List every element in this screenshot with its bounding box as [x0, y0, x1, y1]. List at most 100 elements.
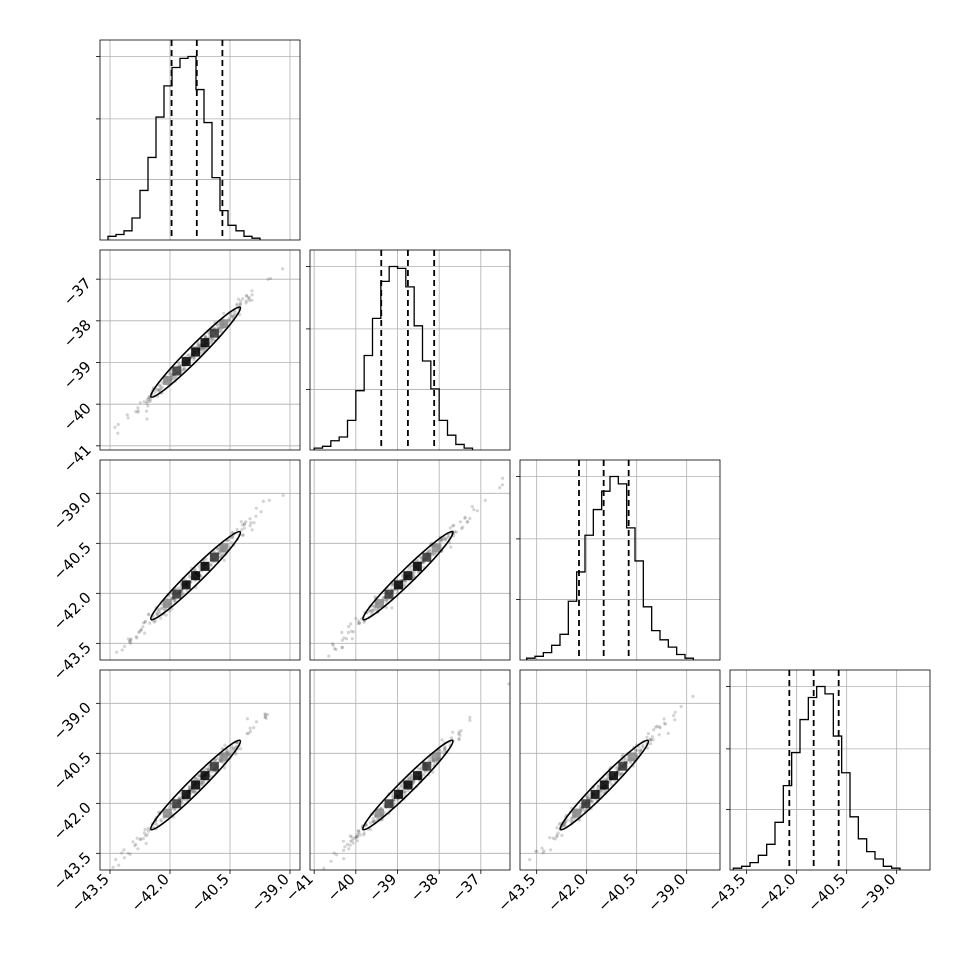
sample-point [173, 598, 177, 602]
sample-point [362, 620, 366, 624]
sample-point [381, 596, 385, 600]
sample-point [199, 575, 203, 579]
sample-point [638, 749, 642, 753]
sample-point [357, 831, 361, 835]
sample-point [372, 604, 376, 608]
density-cell [581, 799, 591, 809]
sample-point [428, 549, 432, 553]
sample-point [232, 310, 236, 314]
sample-point [342, 857, 346, 861]
sample-point [146, 404, 150, 408]
sample-point [587, 796, 591, 800]
sample-point [203, 335, 207, 339]
sample-point [200, 780, 204, 785]
sample-point [134, 842, 138, 846]
sample-point [156, 387, 160, 391]
sample-point [375, 817, 380, 821]
sample-point [158, 387, 162, 392]
sample-point [426, 550, 430, 554]
x-tick-label: −40.5 [188, 870, 233, 915]
sample-point [143, 619, 147, 623]
sample-point [136, 409, 140, 413]
sample-point [186, 353, 190, 358]
sample-point [187, 787, 192, 791]
sample-point [116, 431, 120, 435]
sample-point [207, 768, 211, 772]
contour-line [362, 739, 454, 831]
sample-point [463, 516, 467, 520]
sample-point [457, 737, 461, 741]
sample-point [470, 504, 474, 509]
sample-point [158, 608, 162, 612]
sample-point [373, 819, 377, 823]
scatter-panel-4 [99, 669, 301, 871]
sample-point [194, 776, 198, 781]
sample-point [540, 846, 544, 850]
sample-point [145, 833, 149, 837]
sample-point [498, 486, 502, 490]
sample-point [159, 386, 163, 391]
sample-point [129, 638, 133, 642]
sample-point [440, 539, 444, 543]
sample-point [138, 629, 142, 634]
sample-point [252, 726, 256, 730]
sample-point [605, 777, 610, 781]
sample-point [542, 849, 546, 853]
sample-point [390, 795, 394, 799]
histogram-bars [732, 685, 901, 870]
sample-point [623, 756, 627, 761]
sample-point [673, 710, 677, 714]
sample-point [263, 713, 268, 717]
y-tick-label: −40 [60, 399, 95, 434]
sample-point [230, 535, 234, 539]
sample-point [373, 595, 377, 599]
y-tick-label: −43.5 [50, 638, 95, 683]
sample-point [409, 776, 413, 780]
sample-point [210, 770, 214, 774]
sample-point [230, 315, 234, 319]
sample-point [134, 410, 138, 414]
sample-point [244, 301, 248, 305]
density-cell [200, 338, 210, 348]
sample-point [342, 848, 346, 853]
sample-point [507, 682, 510, 686]
sample-point [216, 756, 220, 761]
sample-point [225, 749, 229, 753]
panel-content [100, 460, 300, 660]
panel-content [100, 670, 300, 870]
sample-point [145, 417, 149, 421]
sample-point [351, 841, 355, 845]
panel-content [520, 670, 720, 870]
sample-point [216, 326, 220, 330]
sample-point [144, 401, 148, 405]
sample-point [254, 720, 259, 724]
sample-point [244, 299, 248, 303]
sample-point [439, 538, 444, 542]
sample-point [192, 790, 196, 794]
sample-point [451, 524, 455, 528]
sample-point [233, 313, 237, 317]
x-axis-2: −41 −40 −39 −38 −37 [282, 870, 484, 905]
density-cell [627, 752, 637, 762]
sample-point [143, 827, 147, 832]
sample-point [639, 748, 643, 753]
sample-point [146, 400, 150, 404]
sample-point [408, 777, 412, 781]
y-tick-label: −40.5 [50, 538, 95, 583]
sample-point [358, 833, 362, 837]
sample-point [193, 776, 198, 780]
sample-point [400, 574, 405, 578]
sample-point [156, 610, 160, 614]
sample-point [461, 525, 465, 529]
sample-point [442, 750, 447, 754]
sample-point [618, 771, 622, 775]
density-cell [609, 771, 619, 781]
sample-point [641, 743, 645, 748]
x-tick-label: −42.0 [128, 870, 173, 915]
y-axis-3: −43.5 −42.0 −40.5 −39.0 [50, 488, 100, 684]
sample-point [197, 343, 202, 347]
x-tick-label: −40.5 [804, 870, 849, 915]
density-cell [200, 771, 210, 781]
sample-point [457, 738, 461, 742]
sample-point [412, 780, 416, 784]
